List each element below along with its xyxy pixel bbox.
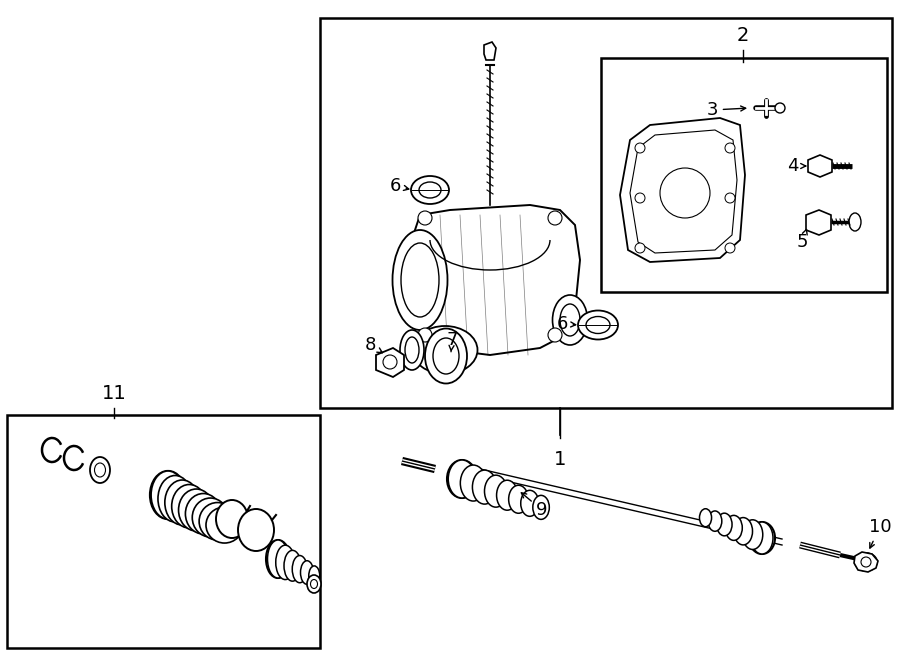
Ellipse shape <box>307 575 321 593</box>
Ellipse shape <box>560 304 580 336</box>
Ellipse shape <box>412 326 478 374</box>
Polygon shape <box>808 155 832 177</box>
Text: 10: 10 <box>868 518 891 548</box>
Ellipse shape <box>553 295 588 345</box>
Text: 11: 11 <box>102 384 126 403</box>
Ellipse shape <box>734 518 752 545</box>
Circle shape <box>725 143 735 153</box>
Ellipse shape <box>508 485 528 513</box>
Ellipse shape <box>185 494 221 534</box>
Ellipse shape <box>206 507 243 543</box>
Ellipse shape <box>150 471 186 519</box>
Circle shape <box>418 211 432 225</box>
Text: 7: 7 <box>446 331 458 352</box>
Ellipse shape <box>301 561 313 584</box>
Ellipse shape <box>533 495 549 520</box>
Circle shape <box>548 211 562 225</box>
Ellipse shape <box>178 489 214 531</box>
Ellipse shape <box>267 540 289 578</box>
Ellipse shape <box>521 490 539 516</box>
Bar <box>601 58 887 292</box>
Circle shape <box>548 328 562 342</box>
Ellipse shape <box>497 480 518 510</box>
Circle shape <box>725 243 735 253</box>
Ellipse shape <box>586 317 610 334</box>
Ellipse shape <box>433 338 459 374</box>
Polygon shape <box>408 205 580 355</box>
Ellipse shape <box>392 230 447 330</box>
Circle shape <box>775 103 785 113</box>
Text: 5: 5 <box>796 229 808 251</box>
Ellipse shape <box>742 520 763 549</box>
Polygon shape <box>806 210 831 235</box>
Circle shape <box>635 193 645 203</box>
Ellipse shape <box>172 485 207 528</box>
Bar <box>320 18 892 408</box>
Ellipse shape <box>411 176 449 204</box>
Text: 8: 8 <box>364 336 382 354</box>
Ellipse shape <box>292 555 307 583</box>
Ellipse shape <box>310 580 318 588</box>
Ellipse shape <box>151 471 184 519</box>
Ellipse shape <box>216 500 248 538</box>
Ellipse shape <box>725 516 742 541</box>
Polygon shape <box>376 348 404 377</box>
Ellipse shape <box>405 337 419 363</box>
Circle shape <box>418 328 432 342</box>
Ellipse shape <box>238 509 274 551</box>
Text: 6: 6 <box>556 315 576 333</box>
Circle shape <box>635 243 645 253</box>
Text: 4: 4 <box>788 157 806 175</box>
Text: 2: 2 <box>737 26 749 45</box>
Ellipse shape <box>401 243 439 317</box>
Polygon shape <box>620 118 745 262</box>
Circle shape <box>635 143 645 153</box>
Polygon shape <box>484 42 496 60</box>
Polygon shape <box>630 130 737 253</box>
Ellipse shape <box>193 498 229 537</box>
Ellipse shape <box>266 540 290 578</box>
Ellipse shape <box>749 522 775 554</box>
Circle shape <box>725 193 735 203</box>
Ellipse shape <box>751 522 773 554</box>
Ellipse shape <box>275 545 295 580</box>
Ellipse shape <box>716 513 732 536</box>
Ellipse shape <box>447 460 477 498</box>
Ellipse shape <box>425 329 467 383</box>
Bar <box>7 415 320 648</box>
Circle shape <box>660 168 710 218</box>
Ellipse shape <box>484 475 508 507</box>
Text: 3: 3 <box>706 101 746 119</box>
Ellipse shape <box>460 465 486 501</box>
Polygon shape <box>854 552 878 572</box>
Ellipse shape <box>309 566 320 586</box>
Text: 1: 1 <box>554 450 566 469</box>
Ellipse shape <box>472 470 497 504</box>
Ellipse shape <box>708 511 722 531</box>
Text: 9: 9 <box>521 492 548 519</box>
Ellipse shape <box>419 182 441 198</box>
Ellipse shape <box>284 551 301 581</box>
Ellipse shape <box>158 475 193 522</box>
Ellipse shape <box>699 509 712 527</box>
Text: 6: 6 <box>390 177 409 195</box>
Ellipse shape <box>400 330 424 370</box>
Ellipse shape <box>90 457 110 483</box>
Ellipse shape <box>448 460 476 498</box>
Ellipse shape <box>165 480 200 525</box>
Ellipse shape <box>578 311 618 340</box>
Ellipse shape <box>855 553 877 571</box>
Ellipse shape <box>199 502 236 540</box>
Circle shape <box>383 355 397 369</box>
Circle shape <box>861 557 871 567</box>
Ellipse shape <box>94 463 105 477</box>
Ellipse shape <box>849 213 861 231</box>
